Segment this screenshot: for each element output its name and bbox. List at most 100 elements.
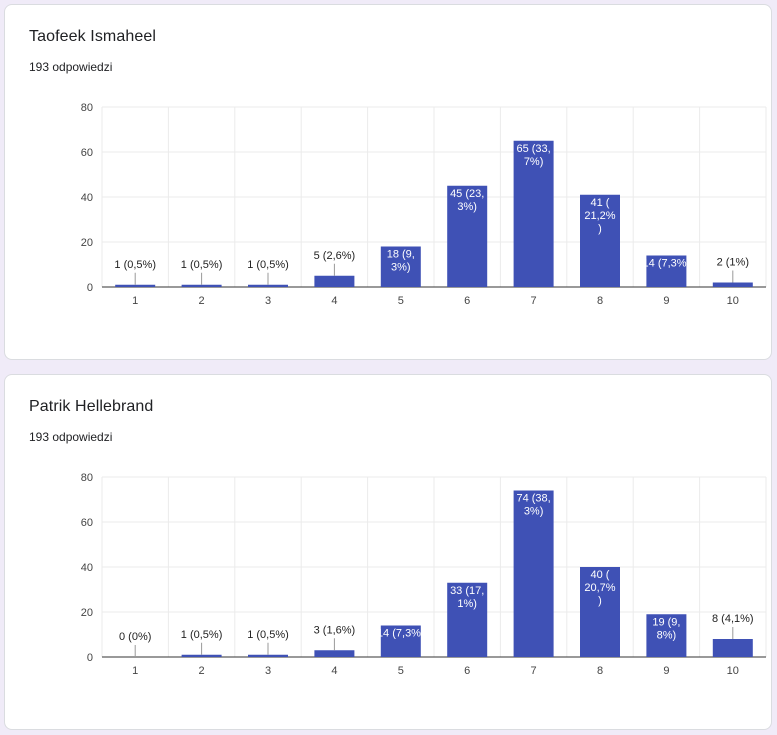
bar (181, 284, 222, 287)
x-tick-label: 7 (531, 295, 537, 307)
data-label-text: 1 (0,5%) (114, 259, 156, 271)
x-tick-label: 10 (727, 295, 739, 307)
bar (580, 194, 620, 287)
y-tick-label: 80 (81, 472, 93, 484)
bar (380, 246, 421, 287)
data-label-text: 2 (1%) (717, 257, 749, 269)
bar (712, 639, 753, 657)
x-tick-label: 5 (398, 665, 404, 677)
data-label: 8 (4,1%) (712, 613, 754, 639)
x-tick-label: 3 (265, 665, 271, 677)
response-count: 193 odpowiedzi (29, 430, 113, 444)
x-tick-label: 10 (727, 665, 739, 677)
x-tick-label: 8 (597, 665, 603, 677)
x-tick-label: 8 (597, 295, 603, 307)
bar (646, 255, 687, 287)
data-label: 41 (21,2%) (584, 197, 615, 235)
x-tick-label: 2 (199, 295, 205, 307)
data-label-text: ) (598, 595, 602, 607)
data-label: 40 (20,7%) (584, 569, 615, 607)
question-title: Taofeek Ismaheel (29, 28, 157, 45)
y-tick-label: 20 (81, 607, 93, 619)
data-label: 0 (0%) (119, 631, 151, 657)
x-tick-label: 2 (199, 665, 205, 677)
data-label-text: 33 (17, (450, 585, 484, 597)
data-label: 65 (33,7%) (516, 143, 550, 168)
bar (646, 614, 687, 657)
data-label-text: 45 (23, (450, 188, 484, 200)
bar (380, 625, 421, 657)
question-title: Patrik Hellebrand (29, 398, 154, 415)
data-label-text: 1%) (457, 598, 477, 610)
data-label-text: 14 (7,3%) (643, 258, 691, 270)
data-label-text: 5 (2,6%) (314, 250, 356, 262)
data-label: 1 (0,5%) (181, 629, 223, 655)
data-label-text: 3%) (524, 506, 544, 518)
data-label-text: 8%) (657, 629, 677, 641)
data-label-text: 74 (38, (516, 493, 550, 505)
data-label: 2 (1%) (717, 257, 749, 283)
data-label-text: 3%) (391, 262, 411, 274)
x-tick-label: 1 (132, 295, 138, 307)
x-tick-label: 9 (663, 295, 669, 307)
bar (712, 282, 753, 287)
x-tick-label: 6 (464, 295, 470, 307)
data-label-text: 21,2% (584, 210, 615, 222)
bar (248, 284, 288, 287)
data-label-text: 41 ( (591, 197, 610, 209)
data-label-text: 40 ( (591, 569, 610, 581)
bar (248, 654, 288, 657)
data-label-text: 18 (9, (387, 249, 415, 261)
data-label: 3 (1,6%) (314, 624, 355, 651)
x-tick-label: 4 (331, 665, 337, 677)
data-label-text: 0 (0%) (119, 631, 151, 643)
data-label: 33 (17,1%) (450, 585, 484, 610)
data-label-text: 8 (4,1%) (712, 613, 754, 625)
data-label: 1 (0,5%) (114, 259, 156, 285)
question-card: Patrik Hellebrand 193 odpowiedzi 0 20 40 60… (4, 374, 772, 730)
data-label-text: 19 (9, (652, 616, 680, 628)
y-tick-label: 60 (81, 147, 93, 159)
y-tick-label: 40 (81, 562, 93, 574)
data-label-text: 1 (0,5%) (181, 259, 223, 271)
x-tick-label: 3 (265, 295, 271, 307)
x-tick-label: 9 (663, 665, 669, 677)
bar (580, 567, 620, 657)
data-label: 1 (0,5%) (181, 259, 223, 285)
bar (314, 650, 355, 657)
y-tick-label: 20 (81, 237, 93, 249)
data-label-text: 7%) (524, 156, 544, 168)
data-label: 45 (23,3%) (450, 188, 484, 213)
y-tick-label: 0 (87, 652, 93, 664)
data-label: 1 (0,5%) (247, 629, 289, 655)
data-label-text: 65 (33, (516, 143, 550, 155)
data-label-text: 14 (7,3%) (377, 628, 425, 640)
bar (513, 490, 554, 657)
y-tick-label: 80 (81, 102, 93, 114)
data-label-text: 20,7% (584, 582, 615, 594)
data-label: 18 (9,3%) (387, 249, 415, 274)
bar (181, 654, 222, 657)
data-label: 19 (9,8%) (652, 616, 680, 641)
x-tick-label: 6 (464, 665, 470, 677)
x-tick-label: 7 (531, 665, 537, 677)
response-count: 193 odpowiedzi (29, 60, 113, 74)
data-label-text: 1 (0,5%) (181, 629, 223, 641)
data-label: 14 (7,3%) (643, 258, 691, 270)
data-label: 1 (0,5%) (247, 259, 289, 285)
bar (447, 582, 488, 657)
bar (513, 140, 554, 287)
data-label-text: 3%) (457, 201, 477, 213)
question-card: Taofeek Ismaheel 193 odpowiedzi 0 20 40 60 8… (4, 4, 772, 360)
data-label-text: 1 (0,5%) (247, 259, 289, 271)
bar-chart: 0 20 40 60 80 1 (0,5%) 1 1 (0,5%) 2 1 (0,5%) 3 5 (2… (81, 102, 767, 307)
x-tick-label: 5 (398, 295, 404, 307)
y-tick-label: 40 (81, 192, 93, 204)
data-label-text: ) (598, 223, 602, 235)
data-label-text: 1 (0,5%) (247, 629, 289, 641)
bar (447, 185, 488, 287)
bar-chart: 0 20 40 60 80 0 (0%) 1 1 (0,5%) 2 1 (0,5%) 3 3 (1,6… (81, 472, 767, 677)
bar (314, 275, 355, 287)
y-tick-label: 0 (87, 282, 93, 294)
data-label: 74 (38,3%) (516, 493, 550, 518)
